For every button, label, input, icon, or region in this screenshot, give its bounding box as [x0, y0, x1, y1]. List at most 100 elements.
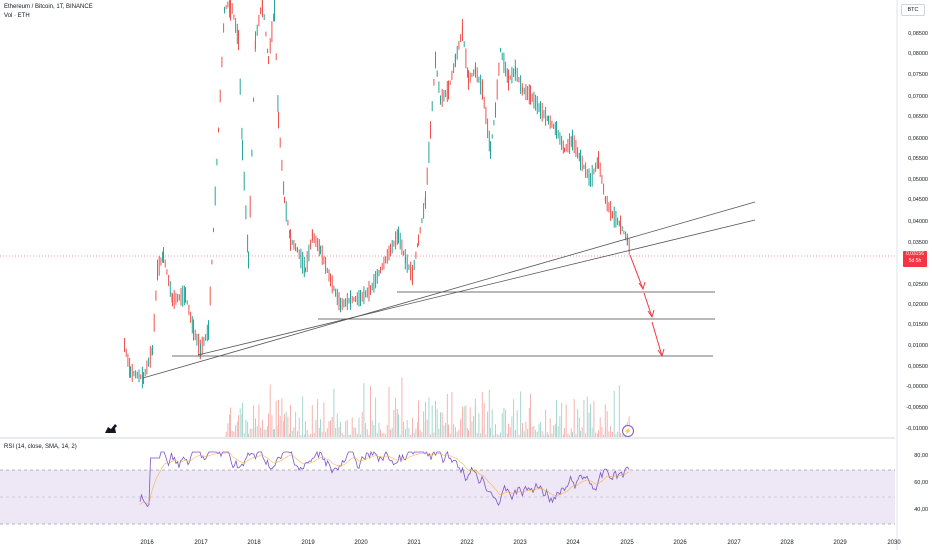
candle — [393, 240, 395, 247]
time-tick-label: 2023 — [513, 540, 527, 546]
tradingview-logo-icon — [105, 424, 117, 433]
volume-bar — [545, 409, 547, 437]
candle — [433, 79, 435, 86]
arrowhead-3 — [657, 348, 665, 358]
volume-bar — [503, 407, 505, 437]
volume-legend[interactable]: Vol · ETH — [4, 13, 30, 19]
volume-bar — [601, 427, 603, 437]
candle — [570, 136, 572, 147]
candle — [478, 76, 480, 83]
candle — [538, 103, 540, 113]
volume-bar — [483, 402, 485, 437]
candle — [559, 132, 561, 145]
candle — [221, 56, 223, 68]
volume-bar — [463, 406, 465, 437]
candle — [401, 239, 403, 255]
volume-bar — [509, 427, 511, 437]
candle — [617, 217, 619, 226]
price-tick-label: 0,05500 — [908, 156, 928, 162]
candle — [331, 275, 333, 294]
volume-bar — [498, 434, 500, 437]
candle — [449, 80, 451, 85]
candle — [418, 234, 419, 246]
candle — [219, 89, 221, 103]
candle — [353, 297, 355, 302]
candle — [599, 162, 601, 177]
currency-badge[interactable]: BTC — [901, 4, 925, 16]
candle — [398, 226, 399, 244]
rsi-legend[interactable]: RSI (14, close, SMA, 14, 2) — [4, 444, 77, 450]
volume-bar — [336, 413, 338, 437]
volume-bar — [598, 430, 599, 437]
volume-bar — [338, 426, 340, 437]
candle — [160, 257, 162, 266]
candle — [546, 115, 548, 122]
candle — [146, 360, 148, 375]
volume-bar — [536, 431, 538, 437]
volume-bar — [393, 410, 395, 437]
candle — [239, 78, 241, 95]
candle — [360, 290, 361, 306]
volume-bar — [248, 433, 249, 437]
candle — [423, 203, 425, 219]
candle — [345, 298, 347, 307]
candle — [585, 162, 587, 178]
last-price-tag: 0,03156 5d 5h — [903, 251, 927, 267]
candle — [388, 245, 390, 261]
candle — [412, 264, 413, 286]
candle — [441, 88, 443, 107]
candle — [183, 285, 185, 306]
candle — [406, 254, 408, 273]
candle — [203, 337, 205, 346]
candle — [135, 370, 137, 379]
candle — [580, 149, 581, 171]
volume-bars — [225, 377, 630, 437]
volume-bar — [531, 426, 533, 437]
volume-bar — [260, 427, 262, 437]
candle — [443, 90, 445, 102]
candle — [185, 287, 186, 303]
candle — [305, 267, 306, 273]
volume-bar — [258, 404, 260, 437]
price-tick-label: -0,00000 — [906, 384, 928, 390]
candle — [206, 324, 208, 342]
candle — [500, 47, 501, 53]
candle — [306, 251, 308, 273]
candle — [230, 0, 231, 21]
volume-bar — [516, 410, 518, 437]
candle — [541, 102, 543, 122]
candle — [383, 256, 385, 270]
candle — [501, 52, 503, 61]
volume-bar — [575, 434, 577, 437]
volume-bar — [565, 404, 567, 437]
volume-bar — [577, 408, 579, 437]
candle — [233, 14, 235, 20]
price-tick-label: 0,02000 — [908, 302, 928, 308]
candle — [325, 256, 327, 274]
candle — [333, 285, 335, 292]
volume-bar — [446, 394, 448, 437]
candle — [279, 137, 281, 148]
candle — [569, 133, 571, 154]
lightning-flag-icon[interactable]: ⚡ — [622, 425, 634, 437]
candle — [328, 269, 330, 282]
volume-bar — [431, 405, 433, 437]
volume-bar — [423, 411, 425, 437]
price-tick-label: 0,06000 — [908, 136, 928, 142]
volume-bar — [381, 433, 383, 437]
volume-bar — [570, 428, 572, 437]
candle — [136, 371, 138, 379]
symbol-legend[interactable]: Ethereum / Bitcoin, 1T, BINANCE — [4, 4, 93, 10]
candle — [531, 93, 533, 102]
volume-bar — [401, 377, 403, 437]
volume-bar — [612, 431, 613, 437]
candle — [271, 21, 273, 43]
price-tick-label: 0,00500 — [908, 364, 928, 370]
candle — [463, 41, 465, 48]
candle — [201, 336, 203, 355]
candle — [436, 70, 438, 77]
candle — [278, 111, 279, 129]
candle — [298, 249, 300, 259]
volume-bar — [436, 409, 438, 437]
